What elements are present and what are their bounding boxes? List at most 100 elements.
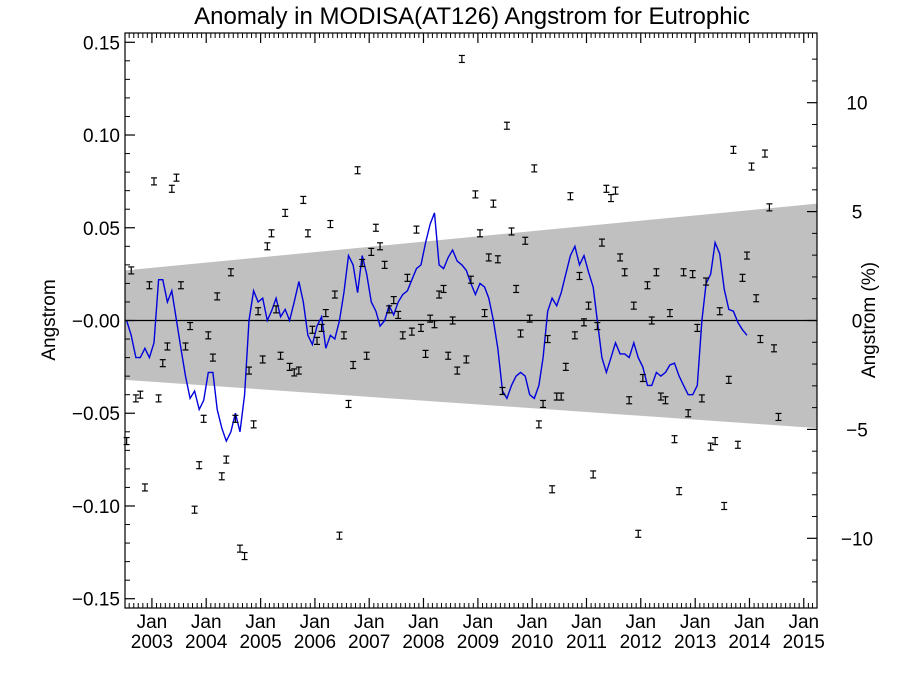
data-point <box>223 455 230 464</box>
data-point <box>472 190 479 199</box>
data-point <box>173 173 180 182</box>
data-point <box>350 360 357 370</box>
y-tick-label-left: 0.15 <box>83 33 120 54</box>
data-point <box>463 355 470 364</box>
data-point <box>250 420 257 429</box>
data-point <box>241 551 248 561</box>
data-point <box>264 242 271 251</box>
x-tick-month-label: Jan <box>734 612 765 633</box>
data-point <box>363 351 370 360</box>
data-point <box>685 409 692 418</box>
data-point <box>295 366 302 375</box>
y-tick-label-right: 0 <box>852 312 863 333</box>
data-point <box>368 247 375 256</box>
data-point <box>431 320 438 329</box>
data-point <box>282 208 289 218</box>
data-point <box>354 166 361 175</box>
y-axis-label-left: Angstrom <box>39 279 60 360</box>
data-point <box>716 307 723 316</box>
data-point <box>399 331 406 340</box>
data-point <box>549 485 556 494</box>
trend-band <box>125 203 817 429</box>
data-point <box>590 470 597 479</box>
data-point <box>345 399 352 409</box>
data-point <box>268 229 275 238</box>
data-point <box>689 270 696 279</box>
x-tick-year-label: 2003 <box>131 632 173 653</box>
data-point <box>517 329 524 338</box>
data-point <box>671 435 678 444</box>
x-tick-year-label: 2015 <box>783 632 825 653</box>
data-point <box>603 184 610 193</box>
data-point <box>662 396 669 405</box>
x-tick-year-label: 2004 <box>185 632 228 653</box>
data-point <box>218 472 225 481</box>
data-point <box>508 227 515 236</box>
data-point <box>734 440 741 449</box>
data-point <box>386 305 393 314</box>
data-point <box>313 336 320 346</box>
data-point <box>522 236 529 245</box>
x-tick-month-label: Jan <box>788 612 819 633</box>
data-point <box>259 355 266 364</box>
x-tick-year-label: 2008 <box>402 632 444 653</box>
data-point <box>159 359 166 368</box>
data-point <box>494 255 501 264</box>
y-tick-label-left: −0.05 <box>72 404 120 425</box>
data-point <box>725 375 732 384</box>
data-point <box>177 281 184 290</box>
trend-band-layer <box>125 203 817 429</box>
data-point <box>395 310 402 320</box>
data-point <box>617 253 624 262</box>
data-point <box>676 487 683 496</box>
data-point <box>558 392 565 401</box>
data-point <box>598 238 605 247</box>
x-tick-year-label: 2005 <box>239 632 281 653</box>
data-point <box>626 396 633 405</box>
x-tick-month-label: Jan <box>625 612 656 633</box>
y-tick-label-left: −0.10 <box>72 497 120 518</box>
data-point <box>291 368 298 377</box>
data-point <box>246 366 253 375</box>
y-tick-label-right: 10 <box>846 94 867 115</box>
data-point <box>336 531 343 540</box>
data-point <box>571 331 578 340</box>
x-tick-month-label: Jan <box>191 612 222 633</box>
x-tick-year-label: 2010 <box>511 632 553 653</box>
data-point <box>748 162 755 171</box>
data-point <box>390 295 397 305</box>
data-point <box>422 349 429 358</box>
data-point <box>227 268 234 277</box>
data-point <box>761 149 768 158</box>
x-tick-year-label: 2013 <box>674 632 716 653</box>
data-point <box>151 177 158 186</box>
data-point <box>449 316 456 325</box>
data-point <box>544 334 551 344</box>
data-point <box>300 195 307 205</box>
data-point <box>535 420 542 429</box>
data-point <box>318 323 325 333</box>
y-tick-label-left: 0.10 <box>83 126 120 147</box>
axes-layer: −0.15 −0.10 −0.05 −0.00 0.05 0.10 0.15 −10 −5 0 5 1… <box>72 33 873 653</box>
x-tick-month-label: Jan <box>354 612 385 633</box>
data-point <box>721 501 728 511</box>
data-point <box>309 325 316 334</box>
data-point <box>141 483 148 492</box>
data-point <box>653 268 660 277</box>
data-point <box>273 305 280 314</box>
data-point <box>576 271 583 281</box>
x-tick-month-label: Jan <box>463 612 494 633</box>
data-point <box>753 294 760 303</box>
data-point <box>381 260 388 269</box>
y-tick-label-left: 0.05 <box>83 219 120 240</box>
data-point <box>485 253 492 262</box>
data-point <box>766 203 773 212</box>
data-point <box>580 318 587 327</box>
data-point <box>417 323 424 333</box>
data-point <box>526 314 533 323</box>
data-point <box>513 284 520 294</box>
data-point <box>427 314 434 323</box>
data-point <box>503 121 510 130</box>
data-point <box>340 331 347 340</box>
data-point <box>775 412 782 422</box>
